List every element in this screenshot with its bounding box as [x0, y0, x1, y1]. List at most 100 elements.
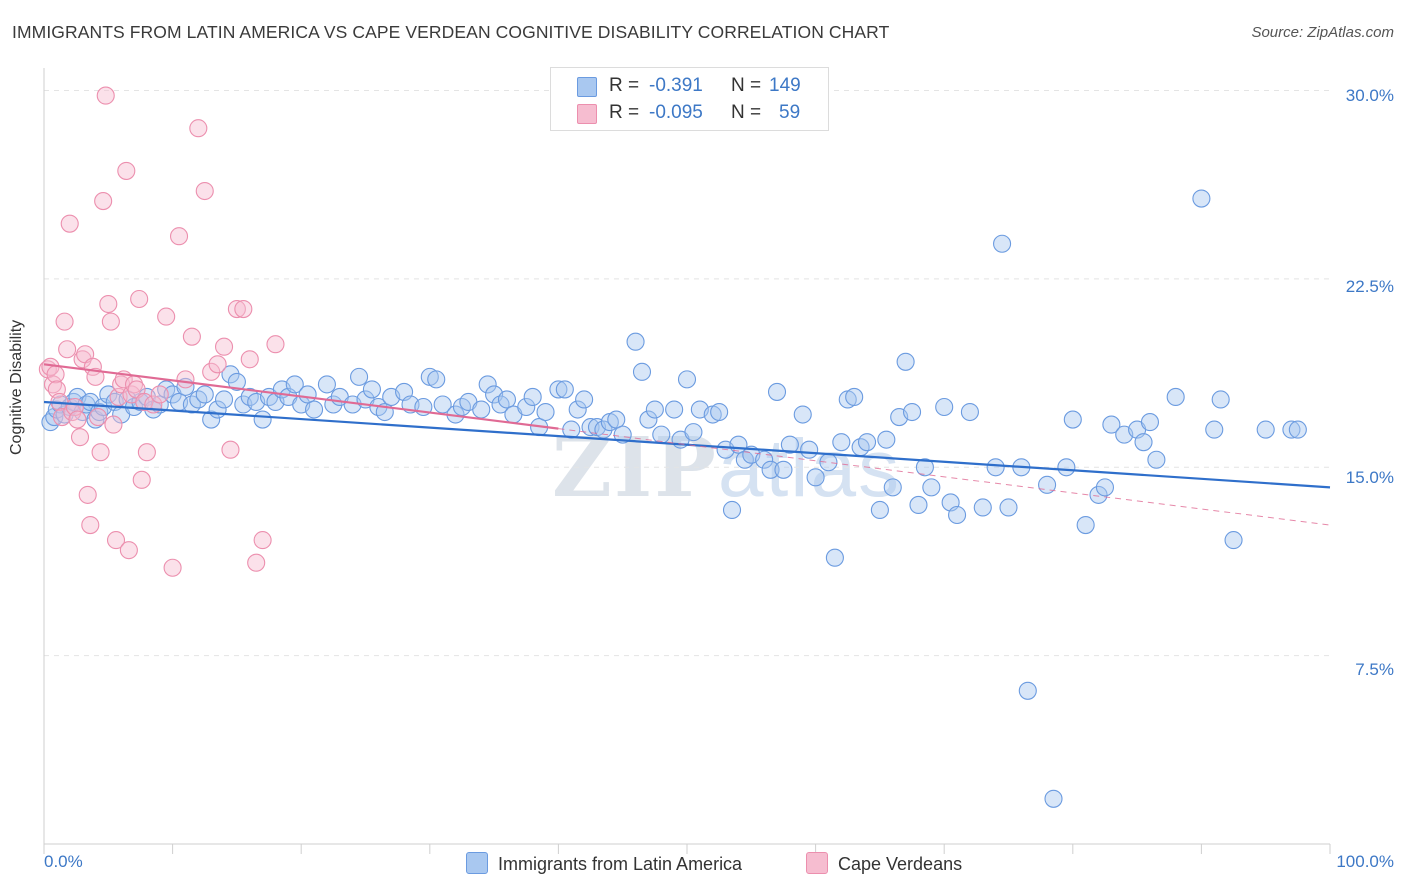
point-latin-america	[909, 495, 928, 515]
point-latin-america	[478, 375, 497, 394]
point-latin-america	[986, 458, 1005, 477]
point-latin-america	[305, 400, 324, 419]
legend-swatch-blue	[466, 852, 488, 874]
point-latin-america	[883, 478, 902, 497]
legend-swatch-pink	[806, 852, 828, 874]
stats-legend: R = -0.391 N = 149 R = -0.095 N = 59	[550, 67, 829, 131]
point-latin-america	[362, 380, 381, 399]
point-latin-america	[774, 460, 793, 479]
point-latin-america	[1134, 433, 1153, 452]
point-latin-america	[1256, 420, 1275, 439]
legend-n-value: 149	[769, 75, 801, 96]
point-cape-verdean	[130, 289, 149, 309]
point-latin-america	[568, 400, 587, 419]
point-cape-verdean	[68, 410, 87, 429]
point-latin-america	[639, 410, 658, 429]
legend-item-latin-america: Immigrants from Latin America	[466, 852, 742, 875]
point-cape-verdean	[157, 307, 176, 326]
point-cape-verdean	[99, 294, 118, 314]
legend-row-latin-america: R = -0.391 N = 149	[551, 74, 828, 100]
point-latin-america	[575, 390, 594, 409]
y-axis-label: Cognitive Disability	[8, 319, 25, 455]
legend-r-label: R =	[609, 75, 640, 96]
point-cape-verdean	[91, 443, 110, 462]
point-cape-verdean	[78, 485, 97, 504]
point-latin-america	[1089, 485, 1108, 504]
point-latin-america	[755, 450, 774, 469]
point-cape-verdean	[58, 340, 77, 359]
point-latin-america	[665, 400, 684, 419]
chart-title: IMMIGRANTS FROM LATIN AMERICA VS CAPE VE…	[12, 22, 890, 42]
point-cape-verdean	[106, 531, 126, 550]
legend-n-value: 59	[779, 102, 801, 123]
point-latin-america	[845, 387, 864, 407]
point-latin-america	[677, 370, 697, 389]
point-latin-america	[427, 370, 446, 389]
point-latin-america	[960, 402, 979, 422]
point-latin-america	[793, 405, 812, 424]
point-latin-america	[870, 500, 889, 520]
point-cape-verdean	[195, 181, 214, 201]
watermark-atlas: atlas	[717, 423, 902, 514]
point-latin-america	[433, 395, 452, 414]
x-tick-label-100: 100.0%	[1336, 852, 1394, 871]
source-label: Source: ZipAtlas.com	[1251, 24, 1394, 41]
point-cape-verdean	[81, 515, 100, 535]
point-cape-verdean	[227, 300, 246, 319]
legend-item-cape-verdeans: Cape Verdeans	[806, 852, 962, 875]
point-latin-america	[607, 410, 626, 429]
legend-r-value: -0.095	[649, 102, 703, 123]
point-latin-america	[523, 387, 542, 407]
point-latin-america	[298, 385, 317, 404]
point-latin-america	[350, 367, 369, 386]
point-cape-verdean	[119, 541, 138, 560]
trend-line-latin-america	[43, 400, 1331, 489]
point-cape-verdean	[182, 327, 201, 346]
point-latin-america	[1063, 410, 1082, 429]
point-latin-america	[652, 425, 671, 444]
point-cape-verdean	[117, 161, 136, 180]
point-cape-verdean	[88, 407, 108, 427]
x-tick-label-0: 0.0%	[44, 852, 83, 871]
point-latin-america	[915, 458, 934, 477]
point-cape-verdean	[132, 470, 151, 489]
point-cape-verdean	[208, 355, 227, 374]
point-latin-america	[253, 410, 272, 429]
point-latin-america	[99, 385, 118, 404]
point-cape-verdean	[86, 367, 105, 386]
y-tick-label-30: 30.0%	[1345, 86, 1394, 105]
point-latin-america	[1192, 189, 1211, 208]
point-latin-america	[645, 400, 664, 419]
point-latin-america	[613, 425, 632, 444]
point-cape-verdean	[137, 443, 156, 462]
point-latin-america	[832, 433, 851, 452]
point-latin-america	[549, 380, 568, 399]
point-latin-america	[819, 453, 838, 472]
point-latin-america	[285, 375, 304, 394]
point-latin-america	[767, 382, 787, 401]
point-cape-verdean	[104, 415, 123, 434]
point-latin-america	[902, 402, 922, 422]
point-latin-america	[922, 478, 941, 497]
point-cape-verdean	[163, 558, 182, 577]
point-latin-america	[221, 365, 240, 384]
y-tick-label-7-5: 7.5%	[1355, 660, 1394, 679]
legend-label: Immigrants from Latin America	[498, 854, 743, 874]
point-cape-verdean	[94, 192, 113, 211]
point-latin-america	[1147, 450, 1166, 469]
point-latin-america	[472, 400, 491, 419]
point-latin-america	[722, 500, 742, 520]
point-cape-verdean	[55, 312, 74, 331]
point-cape-verdean	[70, 428, 90, 447]
point-latin-america	[1205, 420, 1224, 439]
point-latin-america	[517, 397, 536, 417]
point-latin-america	[195, 385, 214, 404]
point-latin-america	[973, 498, 992, 517]
point-latin-america	[497, 390, 517, 409]
legend-swatch-pink	[577, 104, 597, 124]
legend-swatch-blue	[577, 77, 597, 97]
point-latin-america	[214, 390, 234, 409]
point-latin-america	[227, 372, 246, 391]
point-latin-america	[825, 548, 844, 567]
point-latin-america	[1076, 515, 1095, 535]
